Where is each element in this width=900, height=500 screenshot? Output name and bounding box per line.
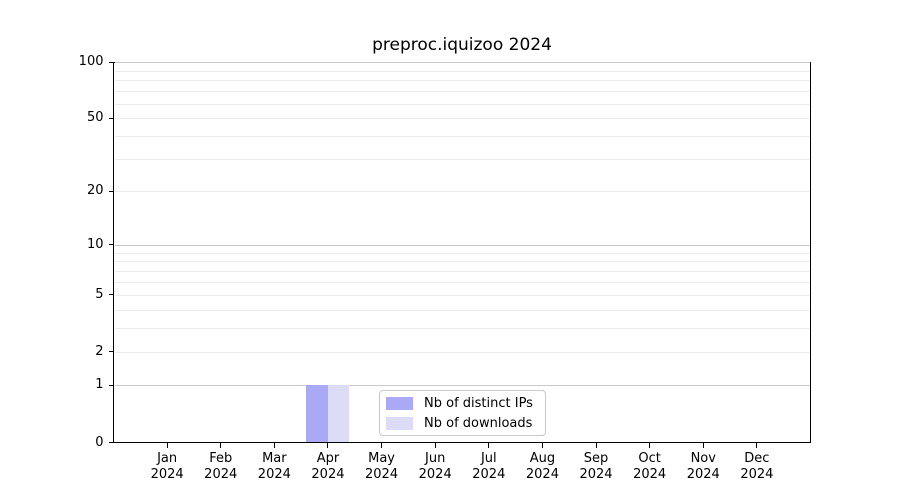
- x-tick-label: Nov 2024: [686, 450, 720, 483]
- y-gridline-minor: [114, 328, 810, 330]
- x-tick: [434, 443, 436, 448]
- x-tick: [166, 443, 168, 448]
- y-gridline-major: [114, 62, 810, 63]
- bar-nb-of-distinct-ips-apr: [306, 385, 328, 443]
- y-gridline-major: [114, 244, 810, 246]
- y-gridline-major: [114, 385, 810, 387]
- legend: Nb of distinct IPs Nb of downloads: [379, 390, 546, 436]
- x-tick-label: Jul 2024: [472, 450, 506, 483]
- x-tick-label: Jun 2024: [418, 450, 452, 483]
- y-gridline-minor: [114, 282, 810, 284]
- y-tick: [108, 244, 114, 246]
- y-gridline-minor: [114, 191, 810, 193]
- y-tick-label: 50: [86, 110, 104, 126]
- x-tick-label: Feb 2024: [204, 450, 238, 483]
- y-gridline-minor: [114, 252, 810, 254]
- y-gridline-minor: [114, 118, 810, 120]
- y-gridline-minor: [114, 159, 810, 161]
- y-gridline-minor: [114, 294, 810, 296]
- y-tick-label: 2: [95, 343, 104, 359]
- x-tick-label: May 2024: [365, 450, 399, 483]
- y-tick: [108, 117, 114, 119]
- y-gridline-minor: [114, 271, 810, 273]
- bar-nb-of-downloads-apr: [327, 385, 350, 443]
- y-tick-label: 1: [95, 377, 104, 393]
- y-gridline-minor: [114, 351, 810, 353]
- y-tick-label: 10: [86, 236, 104, 252]
- x-tick-label: Dec 2024: [740, 450, 774, 483]
- y-tick-label: 5: [95, 286, 104, 302]
- x-tick: [541, 443, 543, 448]
- y-tick: [108, 351, 114, 353]
- x-tick-label: Mar 2024: [257, 450, 291, 483]
- y-tick: [108, 190, 114, 192]
- y-tick: [108, 442, 114, 443]
- y-gridline-minor: [114, 80, 810, 82]
- x-tick: [220, 443, 222, 448]
- x-tick: [273, 443, 275, 448]
- x-tick-label: Jan 2024: [150, 450, 184, 483]
- x-tick: [649, 443, 651, 448]
- y-tick-label: 20: [86, 183, 104, 199]
- legend-item: Nb of downloads: [386, 416, 537, 431]
- x-tick: [702, 443, 704, 448]
- x-tick-label: Apr 2024: [311, 450, 345, 483]
- y-tick-label: 0: [95, 434, 104, 450]
- y-tick: [108, 61, 114, 63]
- x-tick-label: Sep 2024: [579, 450, 613, 483]
- y-gridline-minor: [114, 91, 810, 93]
- y-tick-label: 100: [78, 54, 104, 69]
- y-gridline-minor: [114, 136, 810, 138]
- x-tick: [381, 443, 383, 448]
- y-gridline-minor: [114, 70, 810, 72]
- y-gridline-minor: [114, 309, 810, 311]
- y-tick: [108, 294, 114, 296]
- x-tick: [488, 443, 490, 448]
- x-tick: [595, 443, 597, 448]
- y-gridline-minor: [114, 103, 810, 105]
- y-gridline-minor: [114, 261, 810, 263]
- legend-swatch: [386, 396, 413, 410]
- x-tick: [327, 443, 329, 448]
- x-tick-label: Aug 2024: [525, 450, 559, 483]
- legend-swatch: [386, 416, 413, 430]
- legend-label: Nb of downloads: [424, 415, 533, 431]
- chart-title: preproc.iquizoo 2024: [372, 35, 552, 55]
- legend-item: Nb of distinct IPs: [386, 396, 537, 411]
- legend-label: Nb of distinct IPs: [424, 395, 533, 411]
- x-tick-label: Oct 2024: [633, 450, 667, 483]
- x-tick: [756, 443, 758, 448]
- y-tick: [108, 384, 114, 386]
